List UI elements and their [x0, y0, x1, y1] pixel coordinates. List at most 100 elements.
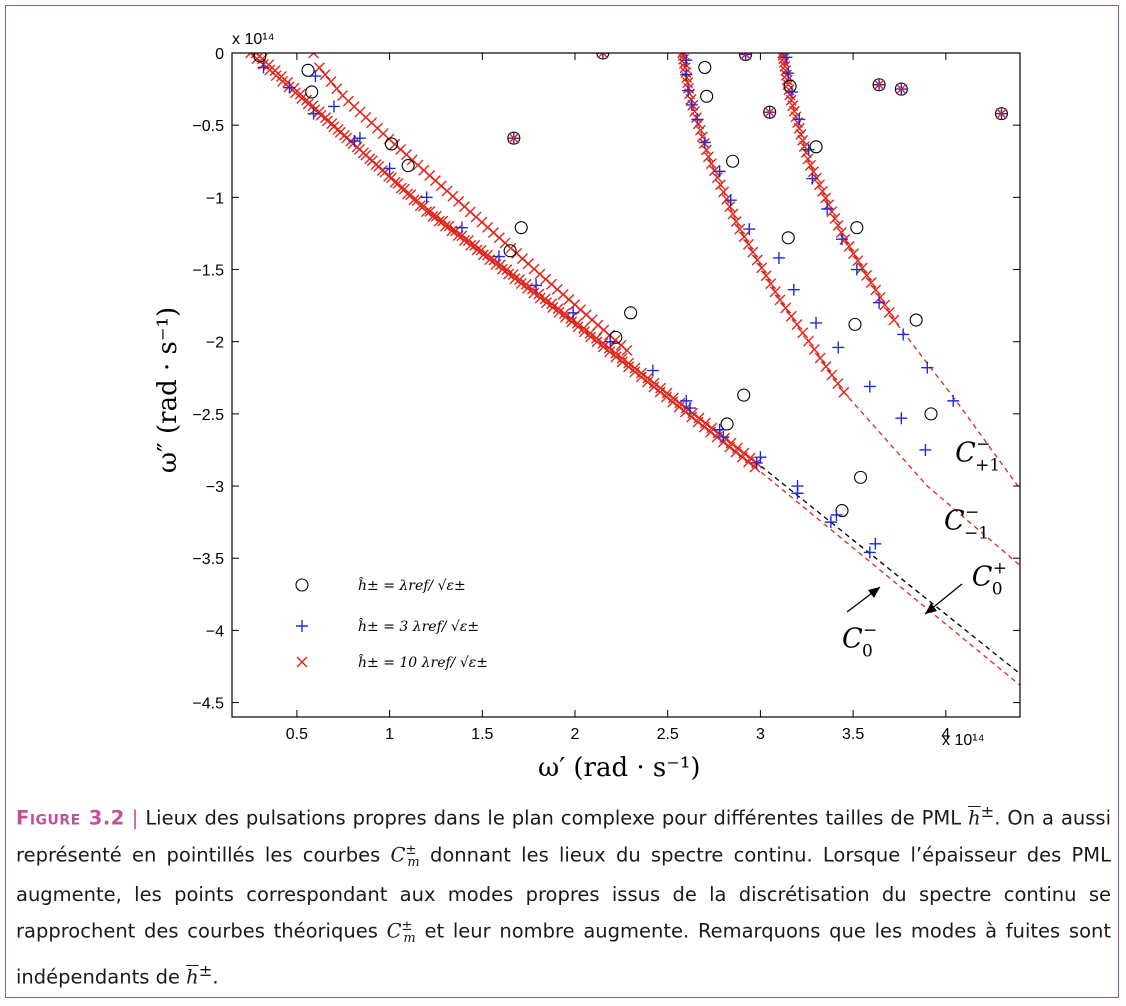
data-point-plus — [698, 136, 711, 149]
data-point-cross — [610, 351, 622, 363]
data-point-plus — [327, 100, 340, 113]
data-point-cross — [724, 441, 736, 453]
data-point-cross — [698, 421, 710, 433]
curve-label-letter: C — [972, 562, 993, 593]
data-point-cross — [807, 166, 819, 178]
data-point-cross — [541, 297, 553, 309]
data-point-plus — [785, 85, 798, 98]
data-point-circle — [700, 89, 714, 103]
x-tick-label: 4 — [941, 726, 950, 743]
data-point-cross — [743, 456, 755, 468]
x-tick-label: 2 — [571, 726, 580, 743]
data-point-cross — [832, 219, 844, 231]
data-point-cross — [764, 106, 776, 118]
data-point-plus — [680, 68, 693, 81]
data-point-plus — [492, 250, 505, 263]
data-point-plus — [567, 306, 580, 319]
data-point-cross — [814, 352, 826, 364]
data-point-cross — [692, 118, 704, 130]
data-point-plus — [869, 537, 882, 550]
data-point-cross — [873, 79, 885, 91]
data-point-cross — [690, 112, 702, 124]
curve-label: C +0 — [972, 559, 1007, 600]
data-point-cross — [458, 234, 470, 246]
data-point-circle — [737, 388, 751, 402]
y-tick-label: −4.5 — [192, 696, 224, 713]
y-tick-label: −3 — [206, 479, 224, 496]
data-point-plus — [793, 113, 806, 126]
data-point-cross — [591, 336, 603, 348]
data-point-cross — [660, 391, 672, 403]
data-point-cross — [635, 367, 647, 379]
data-point-cross — [883, 306, 895, 318]
data-point-cross — [820, 360, 832, 372]
data-point-cross — [861, 269, 873, 281]
data-point-cross — [760, 270, 772, 282]
data-point-cross — [430, 210, 442, 222]
data-point-cross — [623, 361, 635, 373]
data-point-plus — [947, 394, 960, 407]
data-point-plus — [724, 194, 737, 207]
data-point-cross — [780, 302, 792, 314]
data-point-cross — [696, 131, 708, 143]
data-point-cross — [648, 381, 660, 393]
data-point-circle — [720, 417, 734, 431]
data-point-plus — [309, 70, 322, 83]
data-point-circle — [850, 221, 864, 235]
data-point-cross — [738, 231, 750, 243]
data-point-plus — [772, 251, 785, 264]
data-point-cross — [642, 376, 654, 388]
y-tick-label: −4 — [206, 623, 224, 640]
data-point-plus — [604, 335, 617, 348]
curve-label-sup: − — [976, 435, 990, 455]
data-point-cross — [797, 134, 809, 146]
data-point-cross — [742, 238, 754, 250]
data-point-cross — [730, 446, 742, 458]
data-point-circle — [253, 53, 267, 63]
curve-label-sub: +1 — [975, 456, 1000, 476]
legend: ĥ± = λref/ √ε± ĥ± = 3 λref/ √ε± ĥ± = 10 λr… — [295, 576, 488, 671]
data-point-cross — [808, 344, 820, 356]
data-point-plus — [680, 54, 693, 67]
data-point-cross — [813, 179, 825, 191]
data-point-cross — [802, 153, 814, 165]
data-point-cross — [705, 426, 717, 438]
data-point-plus — [897, 328, 910, 341]
data-point-cross — [820, 192, 832, 204]
data-point-cross — [578, 326, 590, 338]
y-tick-label: −2.5 — [192, 407, 224, 424]
data-point-cross — [774, 294, 786, 306]
data-point-cross — [747, 246, 759, 258]
curve-label: C −0 — [842, 621, 877, 662]
data-point-cross — [874, 291, 886, 303]
data-point-cross — [769, 286, 781, 298]
data-point-plus — [257, 61, 270, 74]
c-sub-1: m — [407, 854, 420, 870]
curve-label-sup: − — [965, 502, 979, 522]
y-tick-label: −0.5 — [192, 118, 224, 135]
data-point-cross — [829, 212, 841, 224]
data-point-cross — [566, 316, 578, 328]
data-point-cross — [751, 254, 763, 266]
data-point-plus — [743, 223, 756, 236]
data-point-cross — [826, 369, 838, 381]
data-point-plus — [895, 412, 908, 425]
y-multiplier: x 10¹⁴ — [232, 31, 275, 48]
arrowhead-c0-minus — [868, 587, 880, 598]
data-point-cross — [648, 377, 660, 389]
data-point-plus — [787, 283, 800, 296]
data-point-cross — [679, 62, 691, 74]
c-sub-2: m — [403, 931, 416, 947]
data-point-cross — [843, 240, 855, 252]
data-point-cross — [711, 172, 723, 184]
caption-end: . — [212, 965, 219, 989]
data-point-cross — [325, 76, 337, 88]
data-point-circle — [305, 85, 319, 99]
data-point-circle — [909, 313, 923, 327]
data-point-plus — [682, 84, 695, 97]
h-symbol: h — [968, 806, 981, 830]
data-point-plus — [680, 394, 693, 407]
data-point-cross — [714, 179, 726, 191]
data-point-cross — [686, 411, 698, 423]
curve-label-sup: + — [993, 559, 1007, 579]
